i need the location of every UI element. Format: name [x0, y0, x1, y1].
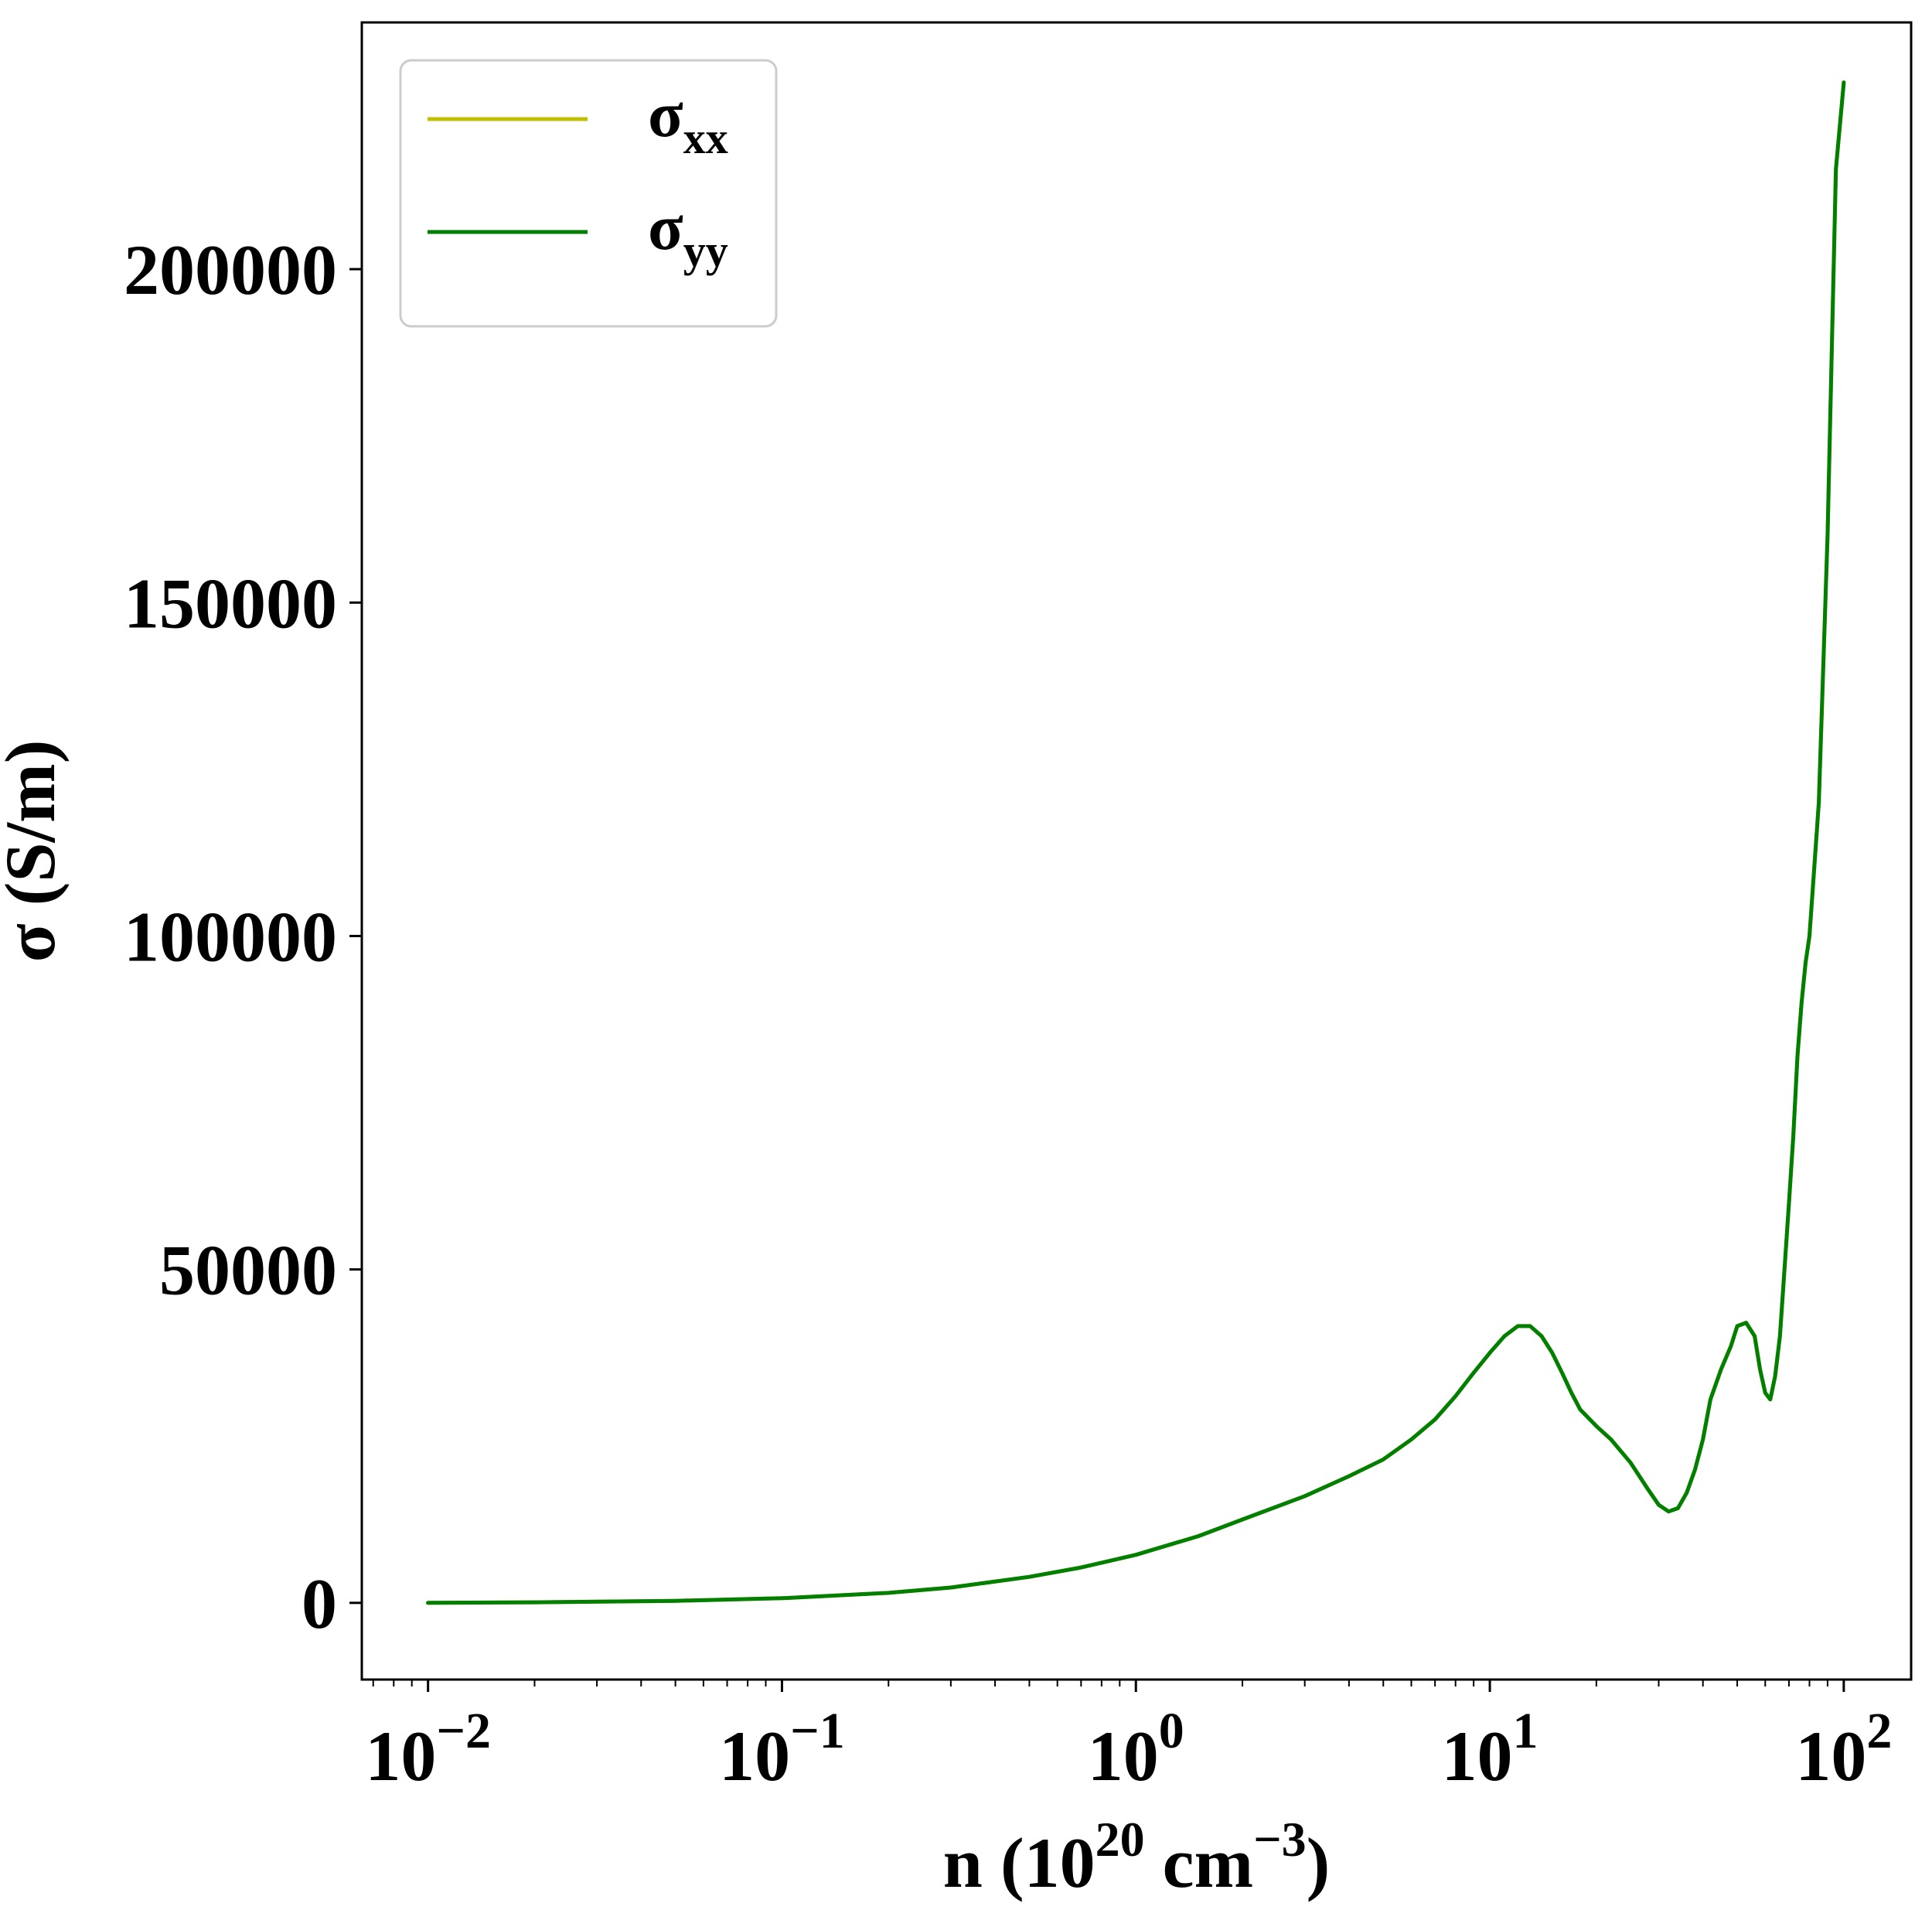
y-tick-label: 0 — [302, 1564, 337, 1643]
x-tick-label: 102 — [1795, 1703, 1892, 1796]
x-tick-label: 100 — [1088, 1703, 1184, 1796]
x-axis-label: n (1020 cm−3) — [943, 1812, 1330, 1902]
y-axis: 0 50000 100000 150000 200000 — [124, 230, 362, 1643]
y-tick-label: 100000 — [124, 897, 337, 976]
y-tick-label: 150000 — [124, 564, 337, 643]
legend: σxx σyy — [399, 59, 778, 328]
legend-label-sigma-xx: σxx — [648, 79, 728, 163]
series-layer — [426, 80, 1846, 1605]
legend-box — [399, 59, 778, 328]
y-tick-label: 200000 — [124, 230, 337, 309]
series-line-sigma-yy — [426, 80, 1846, 1605]
x-tick-label: 10−2 — [365, 1703, 491, 1796]
legend-label-sigma-yy: σyy — [648, 192, 728, 276]
x-axis: 10−2 10−1 100 101 102 — [365, 1680, 1892, 1796]
x-tick-label: 101 — [1442, 1703, 1538, 1796]
y-axis-label: σ (S/m) — [0, 740, 70, 963]
x-tick-label: 10−1 — [719, 1703, 845, 1796]
y-tick-label: 50000 — [159, 1231, 337, 1310]
